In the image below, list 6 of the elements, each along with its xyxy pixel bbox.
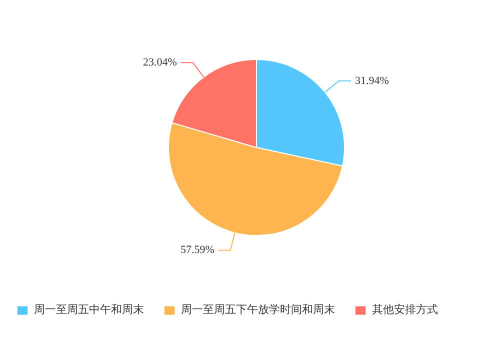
data-label: 23.04% [143,56,177,69]
data-label: 31.94% [354,74,389,87]
legend-label: 周一至周五中午和周末 [34,302,144,317]
legend-label: 其他安排方式 [372,302,438,317]
data-label: 57.59% [180,244,214,256]
legend-label: 周一至周五下午放学时间和周末 [181,302,335,317]
